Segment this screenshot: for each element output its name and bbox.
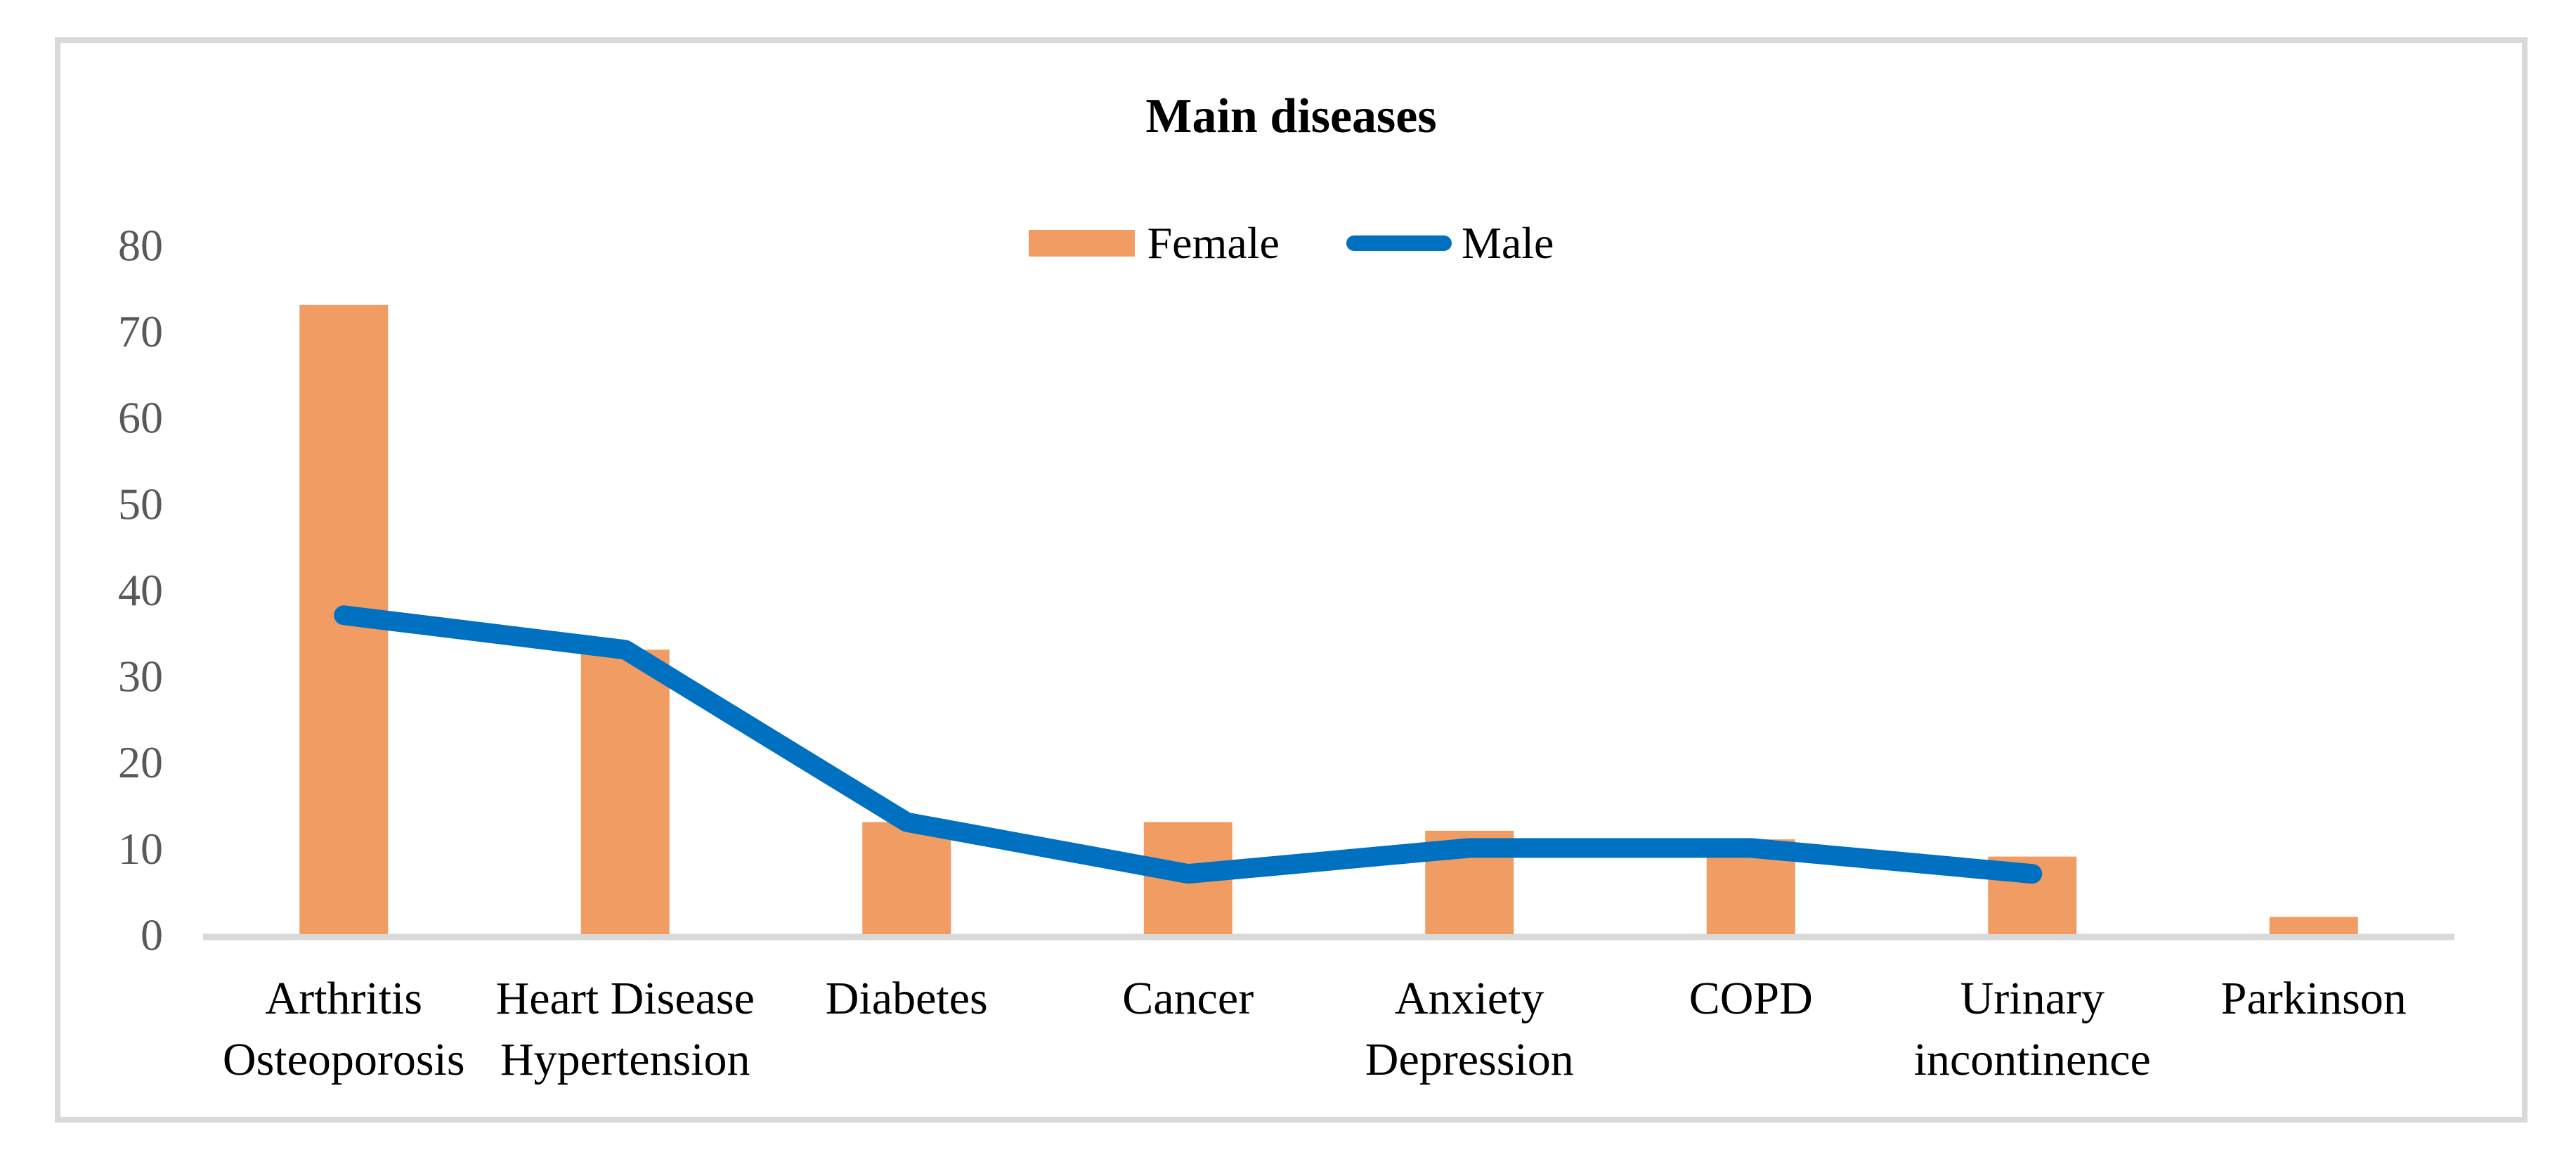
x-category-label-1-line-0: Heart Disease	[496, 973, 755, 1024]
y-tick-label-50: 50	[118, 479, 163, 529]
x-category-label-0-line-1: Osteoporosis	[223, 1034, 465, 1085]
y-tick-label-70: 70	[118, 306, 163, 356]
bar-2	[862, 822, 951, 934]
legend-item-male: Male	[1346, 217, 1554, 269]
y-tick-label-10: 10	[118, 824, 163, 874]
y-tick-label-40: 40	[118, 565, 163, 615]
x-category-label-5-line-0: COPD	[1689, 973, 1813, 1024]
female-bar-swatch-icon	[1028, 230, 1135, 257]
x-category-label-6-line-0: Urinary	[1960, 973, 2105, 1024]
y-tick-label-60: 60	[118, 393, 163, 443]
x-category-label-4-line-1: Depression	[1365, 1034, 1574, 1085]
chart-frame: Main diseases Female Male	[55, 37, 2528, 1123]
legend: Female Male	[60, 217, 2522, 269]
x-category-label-7-line-0: Parkinson	[2221, 973, 2407, 1024]
legend-item-female: Female	[1028, 217, 1280, 269]
y-tick-label-20: 20	[118, 737, 163, 787]
legend-label-male: Male	[1461, 218, 1554, 268]
x-category-label-3-line-0: Cancer	[1122, 973, 1254, 1024]
bar-1	[580, 649, 670, 934]
male-line-swatch-icon	[1346, 235, 1452, 251]
male-trend-line	[334, 605, 2043, 884]
x-category-label-1-line-1: Hypertension	[500, 1034, 750, 1085]
x-category-label-0-line-0: Arthritis	[265, 973, 422, 1024]
y-tick-label-30: 30	[118, 652, 163, 701]
y-tick-label-0: 0	[141, 910, 163, 959]
x-category-label-6-line-1: incontinence	[1914, 1034, 2151, 1085]
y-tick-label-80: 80	[118, 220, 163, 270]
x-category-label-4-line-0: Anxiety	[1395, 973, 1544, 1024]
bar-7	[2269, 917, 2358, 934]
x-category-label-2-line-0: Diabetes	[826, 973, 988, 1024]
legend-label-female: Female	[1147, 218, 1280, 268]
chart-title: Main diseases	[1145, 89, 1437, 143]
